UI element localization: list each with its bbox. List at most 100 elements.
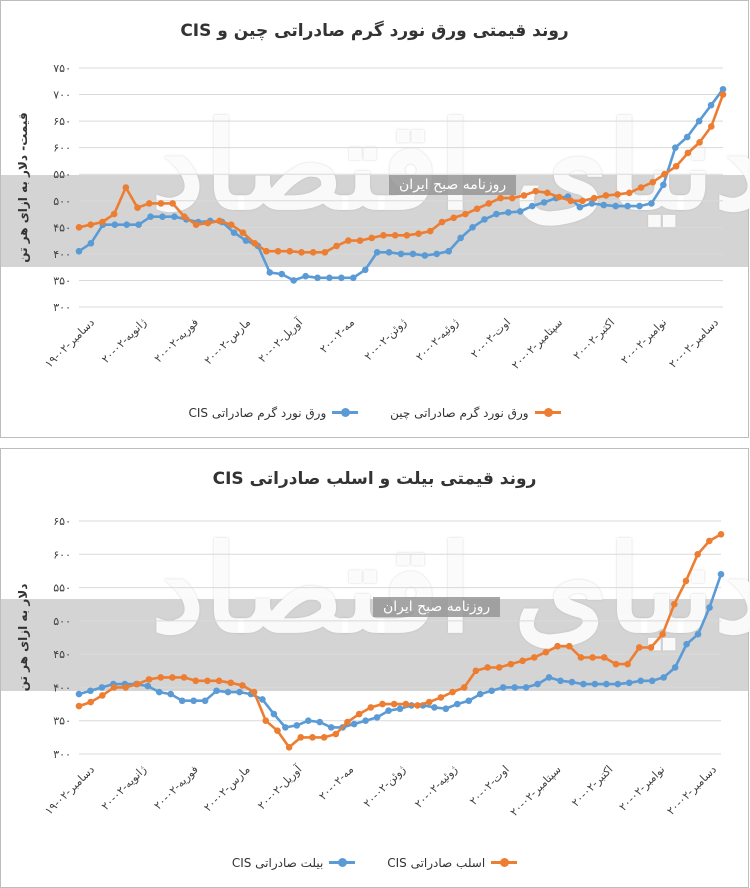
data-point — [402, 700, 410, 708]
data-point — [603, 680, 610, 688]
data-point — [316, 718, 324, 726]
legend-label-china: ورق نورد گرم صادراتی چین — [390, 405, 529, 420]
data-point — [110, 684, 118, 691]
data-point — [134, 204, 141, 211]
billet-slab-chart-svg: ۳۰۰ ۳۵۰ ۴۰۰ ۴۵۰ ۵۰۰ ۵۵۰ ۶۰۰ ۶۵۰ دلار به ازای هر … — [16, 515, 725, 819]
x-tick-label: ۲۰-دسامبر-۰۲ — [666, 316, 721, 371]
x-tick-label: ۱۹-دسامبر-۰۲ — [42, 763, 97, 818]
data-point — [516, 208, 524, 215]
x-tick-label: ۲۰-ژوئن-۰۲ — [361, 763, 408, 810]
x-tick-label: ۲۰-نوامبر-۰۲ — [617, 763, 668, 814]
data-point — [426, 227, 434, 235]
data-point — [379, 700, 386, 708]
data-point — [239, 229, 247, 236]
data-point — [250, 688, 258, 696]
data-point — [450, 214, 457, 222]
data-point — [682, 577, 690, 585]
data-point — [602, 192, 610, 199]
data-point — [499, 684, 507, 691]
data-point — [511, 684, 518, 691]
legend-item-slab: اسلب صادراتی CIS — [387, 856, 518, 870]
data-point — [380, 232, 387, 239]
legend-label-billet: بیلت صادراتی CIS — [231, 855, 324, 870]
x-tick-label: ۲۰-مارس-۰۲ — [202, 316, 253, 367]
data-point — [314, 274, 321, 282]
data-point — [282, 724, 289, 731]
data-point — [661, 170, 668, 178]
data-point — [285, 744, 293, 751]
data-point — [227, 221, 235, 228]
data-point — [321, 248, 329, 256]
data-point — [540, 199, 548, 206]
data-point — [263, 247, 270, 255]
data-point — [505, 209, 512, 216]
data-point — [437, 694, 445, 701]
series-line-1 — [78, 533, 722, 749]
data-point — [649, 178, 657, 186]
data-point — [111, 221, 119, 228]
data-point — [293, 722, 301, 729]
y-tick-label: ۵۰۰ — [53, 195, 71, 208]
x-tick-label: ۲۰-آوریل-۰۲ — [255, 315, 306, 366]
data-point — [462, 210, 469, 218]
y-tick-label: ۶۰۰ — [53, 548, 71, 561]
data-point — [145, 200, 153, 207]
data-point — [445, 247, 453, 255]
data-point — [625, 679, 633, 687]
data-point — [484, 664, 491, 671]
data-point — [338, 274, 345, 282]
legend-item-cis: ورق نورد گرم صادراتی CIS — [188, 406, 359, 420]
data-point — [660, 674, 667, 681]
data-point — [213, 687, 220, 695]
data-point — [87, 698, 94, 706]
data-point — [75, 224, 83, 231]
data-point — [706, 537, 713, 545]
data-point — [216, 217, 223, 225]
data-point — [192, 221, 200, 228]
data-point — [520, 192, 528, 199]
data-point — [568, 678, 576, 686]
data-point — [497, 194, 504, 202]
data-point — [157, 674, 165, 681]
data-point — [309, 248, 317, 256]
x-tick-label: ۲۰-ژوئن-۰۲ — [362, 316, 409, 363]
watermark-logo: دنیای اقتصاد — [151, 96, 750, 237]
data-point — [719, 85, 727, 93]
y-tick-label: ۵۰۰ — [53, 615, 71, 628]
data-point — [707, 101, 715, 109]
data-point — [457, 234, 464, 242]
data-point — [242, 237, 250, 244]
data-point — [694, 630, 702, 638]
y-tick-label: ۵۵۰ — [53, 168, 71, 181]
data-point — [635, 644, 643, 651]
data-point — [192, 677, 200, 685]
data-point — [557, 677, 564, 685]
data-point — [147, 213, 154, 221]
data-point — [144, 682, 152, 690]
data-point — [75, 702, 83, 710]
x-tick-label: ۲۰-ژوئیه-۰۲ — [412, 763, 460, 811]
data-point — [469, 224, 476, 231]
data-point — [684, 149, 692, 157]
data-point — [442, 705, 450, 713]
data-point — [528, 202, 536, 210]
data-point — [671, 664, 679, 671]
data-point — [612, 660, 620, 668]
data-point — [157, 200, 165, 207]
data-point — [612, 202, 619, 210]
data-point — [600, 654, 608, 661]
x-tick-label: ۲۰-اوت-۰۲ — [467, 763, 512, 808]
legend-item-china: ورق نورد گرم صادراتی چین — [390, 405, 561, 420]
legend-swatch-orange — [534, 408, 561, 417]
data-point — [361, 266, 369, 274]
data-point — [588, 200, 596, 207]
y-tick-label: ۳۵۰ — [53, 715, 71, 728]
data-point — [567, 197, 575, 205]
y-tick-label: ۶۵۰ — [53, 115, 71, 128]
data-point — [87, 221, 95, 228]
data-point — [717, 531, 725, 538]
data-point — [167, 690, 175, 698]
data-point — [333, 242, 340, 250]
data-point — [145, 676, 153, 683]
x-tick-label: ۲۰-اوت-۰۲ — [468, 316, 513, 361]
